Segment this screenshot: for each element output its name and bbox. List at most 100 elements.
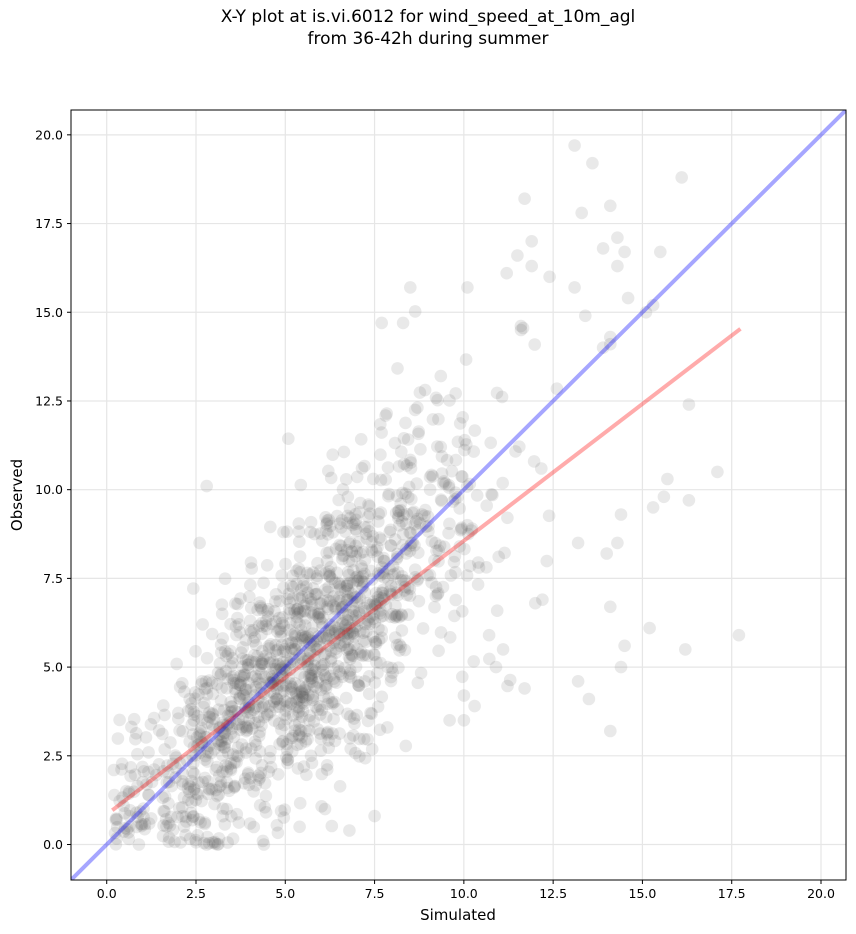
data-point [376, 567, 390, 580]
data-point [221, 781, 234, 795]
data-point [403, 582, 417, 596]
data-point [399, 487, 412, 501]
data-point [357, 575, 371, 589]
data-point [341, 627, 354, 640]
data-point [272, 611, 286, 625]
data-point [432, 644, 445, 658]
data-point [442, 479, 456, 492]
data-point [313, 708, 327, 721]
data-point [361, 597, 374, 610]
data-point [215, 735, 229, 748]
data-point [390, 610, 403, 623]
data-point [328, 695, 341, 709]
data-point [268, 604, 281, 618]
data-point [257, 653, 270, 666]
data-point [448, 550, 462, 563]
data-point [187, 714, 201, 727]
data-point [253, 725, 267, 739]
data-point [384, 674, 398, 688]
data-point [172, 801, 186, 815]
data-point [333, 780, 347, 793]
data-point [330, 566, 344, 580]
data-point [255, 686, 268, 700]
data-point [225, 722, 239, 735]
data-point [393, 644, 406, 657]
data-point [334, 580, 347, 593]
data-point [320, 728, 334, 741]
data-point [259, 649, 273, 662]
data-point [480, 499, 494, 512]
data-point [337, 445, 351, 459]
data-point [304, 672, 318, 685]
data-point [318, 668, 331, 682]
data-point [304, 638, 317, 651]
data-point [352, 679, 366, 693]
data-point [297, 579, 310, 592]
data-point [335, 600, 349, 614]
data-point [185, 813, 199, 827]
data-point [471, 578, 485, 591]
data-point [316, 664, 330, 677]
data-point [293, 550, 307, 563]
data-point [215, 681, 228, 695]
data-point [281, 753, 295, 767]
data-point [299, 612, 313, 625]
data-point [403, 526, 417, 539]
data-point [147, 763, 161, 776]
data-point [315, 534, 329, 548]
data-point [144, 718, 158, 731]
data-point [259, 614, 273, 628]
data-point [343, 667, 357, 680]
data-point [379, 599, 393, 612]
data-point [396, 486, 409, 500]
data-point [205, 718, 219, 731]
data-point [252, 663, 266, 676]
data-point [277, 663, 291, 676]
data-point [266, 655, 280, 669]
data-point [378, 593, 391, 606]
data-point [195, 735, 208, 749]
data-point [331, 703, 345, 716]
data-point [379, 409, 392, 422]
data-point [239, 683, 252, 696]
data-point [375, 690, 389, 704]
data-point [419, 520, 433, 534]
data-point [207, 712, 220, 726]
data-point [245, 626, 258, 639]
data-point [156, 829, 170, 843]
data-point [321, 725, 335, 739]
data-point [253, 596, 266, 609]
data-point [392, 511, 405, 525]
data-point [340, 579, 354, 593]
data-point [113, 794, 126, 808]
data-point [294, 724, 308, 737]
data-point [322, 639, 336, 653]
data-point [568, 139, 581, 152]
data-point [279, 704, 293, 717]
data-point [181, 782, 195, 795]
data-point [334, 539, 348, 553]
data-point [325, 819, 339, 833]
data-point [409, 515, 423, 528]
data-point [224, 727, 238, 740]
data-point [371, 541, 384, 554]
data-point [286, 729, 300, 743]
data-point [361, 510, 375, 524]
data-point [276, 665, 289, 679]
data-point [351, 574, 364, 588]
data-point [339, 599, 352, 612]
data-point [294, 623, 308, 637]
data-point [180, 815, 193, 828]
data-point [306, 693, 319, 707]
data-point [396, 527, 410, 541]
data-point [350, 545, 364, 558]
data-point [247, 703, 260, 716]
data-point [307, 679, 321, 693]
data-point [361, 649, 375, 663]
data-point [358, 751, 372, 765]
data-point [374, 418, 387, 431]
data-point [388, 436, 402, 450]
data-point [327, 590, 340, 603]
data-point [390, 552, 403, 566]
data-point [134, 817, 148, 831]
